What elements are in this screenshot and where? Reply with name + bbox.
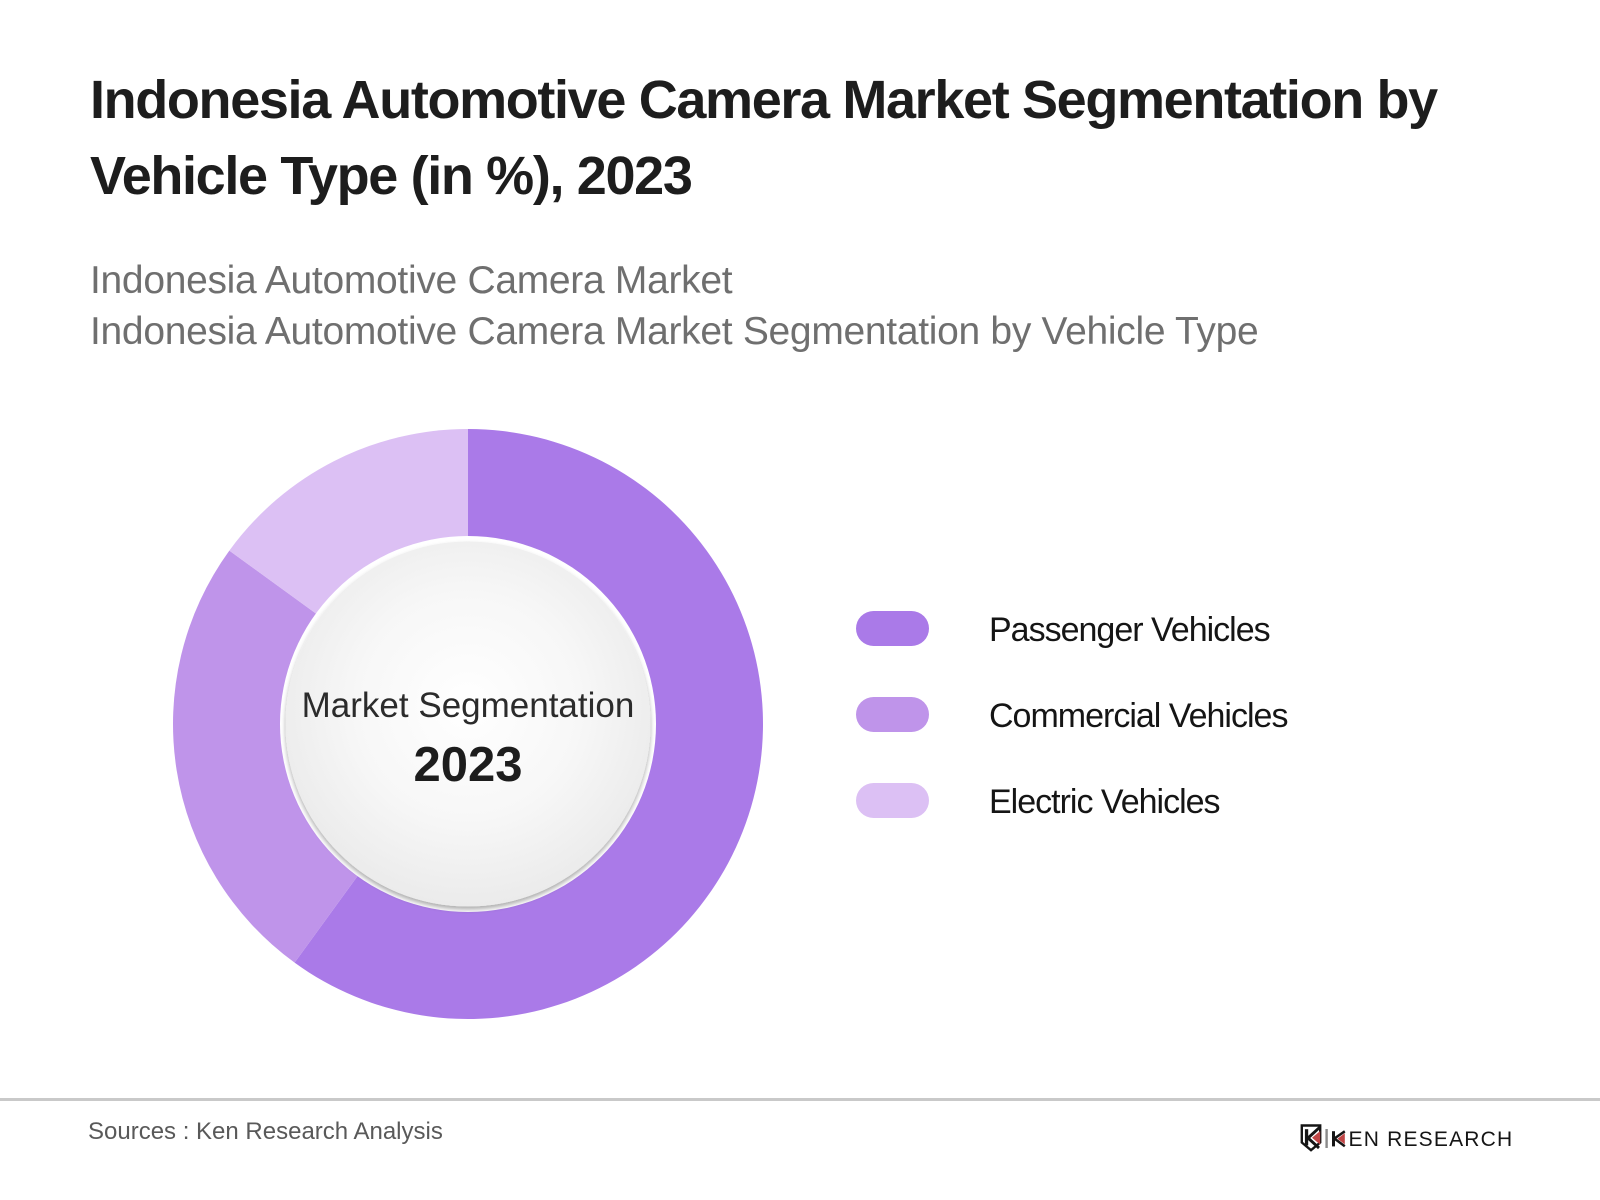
svg-text:EN RESEARCH: EN RESEARCH bbox=[1349, 1128, 1514, 1151]
